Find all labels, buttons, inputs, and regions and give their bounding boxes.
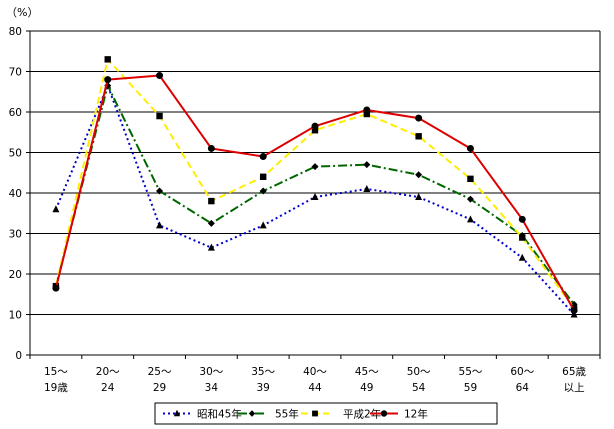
x-tick-labels: 15～ 19歳 20～ 24 25～ 29 30～ 34 35～ 39 40～ 44 45～ 49 50～ 5… <box>44 366 587 394</box>
square-marker <box>415 133 422 140</box>
triangle-marker <box>466 215 474 223</box>
series-lines <box>52 56 578 318</box>
y-tick-labels: 0 10 20 30 40 50 60 70 80 <box>9 26 22 362</box>
y-tick-label: 30 <box>9 229 22 241</box>
y-tick-label: 0 <box>15 350 22 362</box>
triangle-marker <box>415 193 423 201</box>
y-tick-label: 50 <box>9 148 22 160</box>
x-tick-label: 以上 <box>564 382 585 394</box>
x-tick-label: 15～ <box>44 366 68 378</box>
circle-marker <box>207 144 215 152</box>
triangle-marker <box>518 253 526 261</box>
legend-label: 平成2年 <box>343 408 381 421</box>
triangle-marker <box>259 221 267 229</box>
y-tick-label: 40 <box>9 188 22 200</box>
x-tick-label: 39 <box>256 382 269 394</box>
x-tick-label: 55～ <box>459 366 483 378</box>
grid-lines <box>30 30 600 315</box>
series-line <box>54 58 575 310</box>
x-tick-label: 30～ <box>199 366 223 378</box>
triangle-marker <box>363 184 371 192</box>
square-marker <box>519 234 526 241</box>
y-tick-label: 20 <box>9 269 22 281</box>
x-tick-label: 44 <box>308 382 322 394</box>
y-tick-label: 70 <box>9 67 22 79</box>
circle-marker <box>156 72 164 80</box>
circle-marker <box>104 76 112 84</box>
y-tick-label: 60 <box>9 107 22 119</box>
x-tick-label: 40～ <box>303 366 327 378</box>
circle-marker <box>466 144 474 152</box>
series-3 <box>52 56 578 312</box>
axes <box>26 30 601 359</box>
series-line <box>54 84 575 305</box>
x-tick-label: 65歳 <box>562 366 586 378</box>
x-tick-label: 59 <box>464 382 477 394</box>
y-tick-label: 10 <box>9 310 22 322</box>
legend-label: 55年 <box>275 408 299 421</box>
diamond-marker <box>363 161 371 169</box>
diamond-marker <box>415 171 423 179</box>
circle-marker <box>415 114 423 122</box>
diamond-marker <box>311 163 319 171</box>
series-4 <box>52 72 578 314</box>
square-marker <box>312 410 318 417</box>
x-tick-label: 64 <box>516 382 530 394</box>
circle-marker <box>518 215 526 223</box>
x-tick-label: 24 <box>101 382 115 394</box>
circle-marker <box>311 122 319 130</box>
triangle-marker <box>173 409 181 417</box>
y-tick-label: 80 <box>9 26 22 38</box>
square-marker <box>311 127 319 134</box>
square-marker <box>104 56 111 63</box>
y-unit-label: （%） <box>6 6 38 19</box>
circle-marker <box>52 284 60 292</box>
x-tick-label: 29 <box>153 382 166 394</box>
x-tick-label: 54 <box>412 382 426 394</box>
diamond-marker <box>207 219 215 227</box>
x-tick-label: 19歳 <box>44 382 68 394</box>
triangle-marker <box>570 310 578 318</box>
x-tick-label: 45～ <box>355 366 379 378</box>
x-tick-label: 50～ <box>407 366 431 378</box>
square-marker <box>467 175 474 183</box>
triangle-marker <box>156 221 164 229</box>
square-marker <box>156 112 163 120</box>
series-line <box>54 84 575 316</box>
square-marker <box>208 197 215 205</box>
circle-marker <box>363 106 371 114</box>
legend-label: 12年 <box>404 408 428 421</box>
series-1 <box>52 81 578 318</box>
circle-marker <box>570 306 578 314</box>
x-tick-label: 49 <box>360 382 373 394</box>
diamond-marker <box>156 187 164 195</box>
triangle-marker <box>52 205 60 213</box>
circle-marker <box>380 410 388 417</box>
diamond-marker <box>259 187 267 195</box>
legend: 昭和45年 55年 平成2年 12年 <box>154 402 498 425</box>
circle-marker <box>259 153 267 161</box>
square-marker <box>363 110 371 118</box>
triangle-marker <box>207 243 215 251</box>
legend-label: 昭和45年 <box>197 408 242 421</box>
x-tick-label: 34 <box>205 382 219 394</box>
x-tick-label: 35～ <box>251 366 275 378</box>
x-tick-label: 20～ <box>96 366 120 378</box>
x-tick-label: 25～ <box>148 366 172 378</box>
x-tick-label: 60～ <box>510 366 534 378</box>
square-marker <box>259 173 267 180</box>
triangle-marker <box>311 193 319 201</box>
diamond-marker <box>466 195 474 203</box>
diamond-marker <box>248 410 256 417</box>
